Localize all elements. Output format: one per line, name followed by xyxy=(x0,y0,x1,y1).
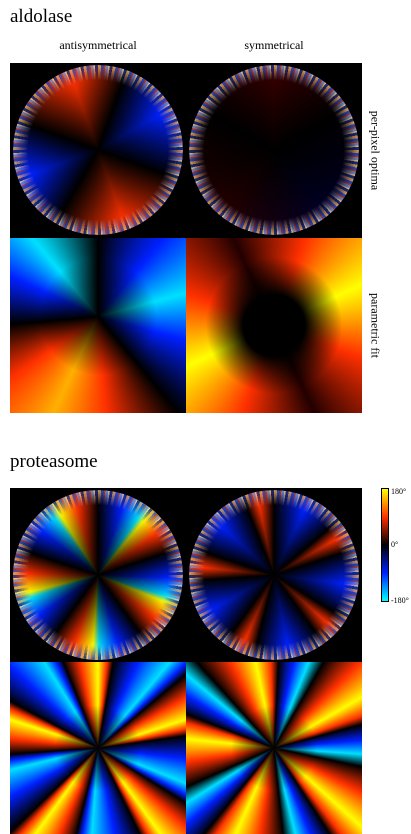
image xyxy=(186,488,362,663)
row-label: per-pixel optima xyxy=(368,63,383,239)
colorbar-label: -180° xyxy=(391,596,409,605)
column-label: antisymmetrical xyxy=(10,38,186,53)
image xyxy=(186,63,362,238)
image xyxy=(10,63,186,238)
image xyxy=(10,662,186,834)
colorbar-label: 180° xyxy=(391,487,406,496)
panel-title: proteasome xyxy=(10,451,98,473)
panel-title: aldolase xyxy=(10,6,72,28)
row-label: parametric fit xyxy=(368,238,383,414)
image xyxy=(186,238,362,413)
image xyxy=(186,662,362,834)
figure-page: {"figure": {"panels": [ {"title": "aldol… xyxy=(0,0,411,834)
colorbar xyxy=(381,488,389,602)
image xyxy=(10,488,186,663)
colorbar-label: 0° xyxy=(391,540,398,549)
image xyxy=(10,238,186,413)
column-label: symmetrical xyxy=(186,38,362,53)
